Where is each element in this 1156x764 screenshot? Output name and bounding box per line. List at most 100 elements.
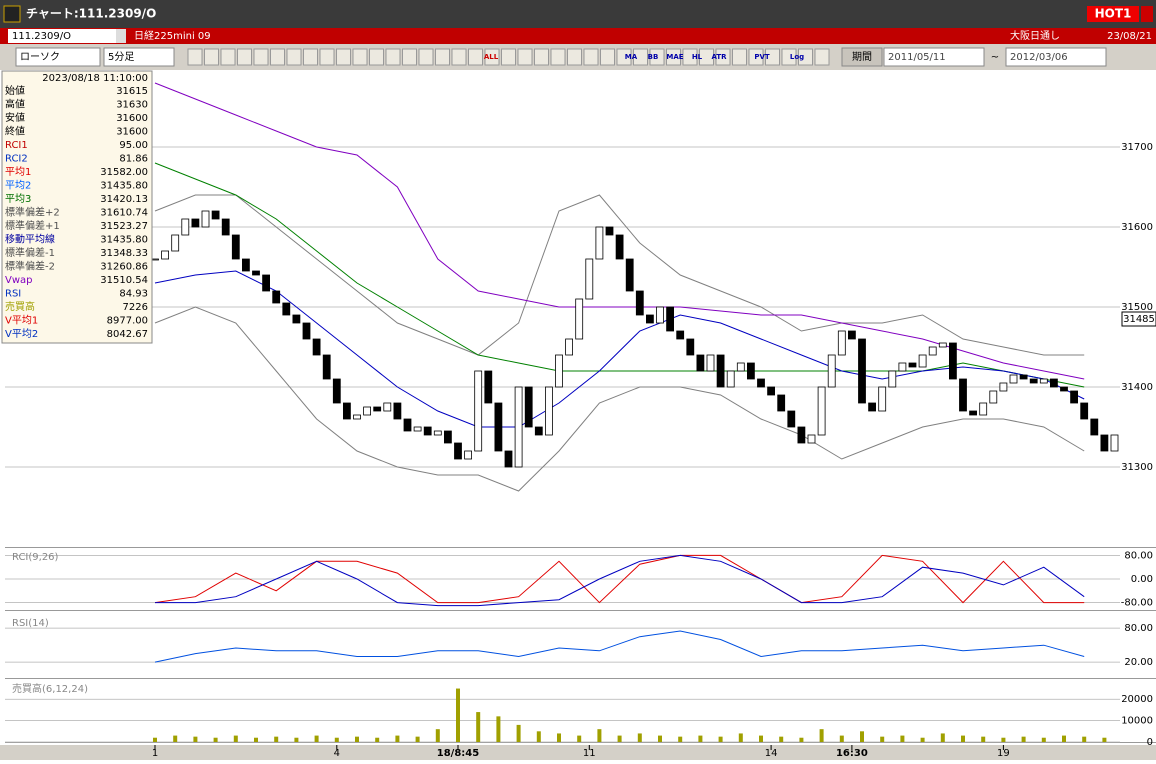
tool-button[interactable] — [319, 48, 335, 66]
candle — [676, 330, 685, 340]
tool-button[interactable] — [517, 48, 533, 66]
tool-button[interactable] — [682, 48, 698, 66]
tool-label: HL — [692, 53, 703, 61]
candle — [999, 382, 1008, 392]
x-tick-label: 11 — [583, 748, 596, 759]
info-label: 平均1 — [5, 166, 31, 178]
period-button[interactable] — [841, 47, 883, 67]
indicator-line — [155, 554, 1085, 607]
tool-button[interactable] — [633, 48, 648, 66]
tool-button[interactable] — [385, 48, 401, 66]
volume-bar — [536, 731, 541, 742]
volume-bar — [880, 736, 885, 742]
candle — [898, 362, 907, 372]
symbol-input[interactable] — [8, 29, 126, 43]
info-value: 31600 — [116, 127, 148, 138]
indicator-line — [154, 306, 1085, 492]
info-value: 31610.74 — [100, 208, 148, 219]
volume-bar — [233, 735, 238, 742]
candle — [545, 386, 553, 436]
info-label: 高値 — [5, 98, 25, 111]
y-tick-label: 20.00 — [1124, 657, 1153, 668]
info-label: 平均3 — [5, 193, 31, 205]
chart-kind: ローソク — [20, 51, 60, 63]
tool-button[interactable] — [468, 48, 483, 66]
info-label: V平均1 — [5, 315, 38, 327]
tool-button[interactable] — [286, 48, 302, 66]
tool-button[interactable] — [352, 48, 368, 66]
tool-button[interactable] — [418, 48, 434, 66]
y-tick-label: 31700 — [1121, 142, 1153, 153]
tool-button[interactable] — [550, 48, 566, 66]
tool-button[interactable] — [567, 48, 582, 66]
tool-button[interactable] — [451, 48, 467, 66]
volume-bar — [516, 724, 521, 742]
volume-bar — [597, 729, 602, 742]
tool-button[interactable] — [765, 48, 780, 66]
interval: 5分足 — [108, 51, 134, 63]
info-label: RCI2 — [5, 154, 28, 165]
tool-button[interactable] — [220, 48, 236, 66]
tool-button[interactable] — [798, 48, 813, 66]
info-label: 始値 — [5, 84, 25, 97]
info-label: 標準偏差+2 — [5, 206, 60, 219]
volume-bar — [617, 735, 622, 742]
tool-button[interactable] — [204, 48, 219, 66]
volume-bar — [435, 729, 440, 742]
tool-button[interactable] — [732, 48, 747, 66]
tool-button[interactable] — [715, 48, 731, 66]
symbol: 111.2309/O — [12, 31, 71, 42]
interval-select[interactable] — [103, 47, 175, 67]
tool-button[interactable] — [501, 48, 516, 66]
tool-button[interactable] — [781, 48, 797, 66]
info-value: 31420.13 — [100, 194, 148, 205]
x-tick-label: 16:30 — [836, 748, 868, 759]
tool-button[interactable] — [402, 48, 417, 66]
tool-button[interactable] — [600, 48, 615, 66]
candle — [666, 306, 674, 332]
tool-button[interactable] — [616, 48, 632, 66]
tool-button[interactable] — [336, 48, 351, 66]
candle — [595, 226, 604, 260]
tool-button[interactable] — [253, 48, 269, 66]
info-value: 95.00 — [119, 140, 148, 151]
tool-button[interactable] — [369, 48, 384, 66]
volume-bar — [738, 733, 743, 742]
candle — [716, 354, 725, 388]
candle — [1090, 418, 1099, 436]
tool-button[interactable] — [666, 48, 681, 66]
tool-button[interactable] — [748, 48, 764, 66]
tool-button[interactable] — [583, 48, 599, 66]
tool-button[interactable] — [699, 48, 714, 66]
volume-bar — [900, 735, 905, 742]
candle — [1050, 378, 1058, 388]
hot-badge[interactable] — [1087, 6, 1139, 22]
from-input[interactable] — [883, 47, 985, 67]
candle — [454, 442, 462, 460]
candle — [726, 370, 735, 388]
tool-button[interactable] — [435, 48, 450, 66]
volume-bar — [153, 737, 157, 742]
volume-bar — [698, 735, 703, 742]
info-label: 終値 — [5, 125, 25, 138]
indicator-line — [154, 194, 1085, 356]
tool-button[interactable] — [303, 48, 318, 66]
symbol-dropdown[interactable] — [116, 29, 126, 43]
candle — [736, 362, 745, 372]
tool-button[interactable] — [270, 48, 285, 66]
volume-bar — [173, 735, 178, 742]
candle — [433, 430, 442, 436]
volume-bar — [1041, 737, 1046, 742]
tool-button[interactable] — [814, 48, 830, 66]
close-btn[interactable] — [1141, 6, 1153, 22]
tool-button[interactable] — [484, 48, 500, 66]
chart-kind-select[interactable] — [15, 47, 101, 67]
tool-button[interactable] — [649, 48, 665, 66]
tool-button[interactable] — [187, 48, 203, 66]
to-input[interactable] — [1005, 47, 1107, 67]
tool-button[interactable] — [237, 48, 252, 66]
candle — [1110, 434, 1119, 452]
volume-bar — [557, 733, 561, 742]
tool-button[interactable] — [534, 48, 549, 66]
y-tick-label: 0.00 — [1131, 574, 1153, 585]
